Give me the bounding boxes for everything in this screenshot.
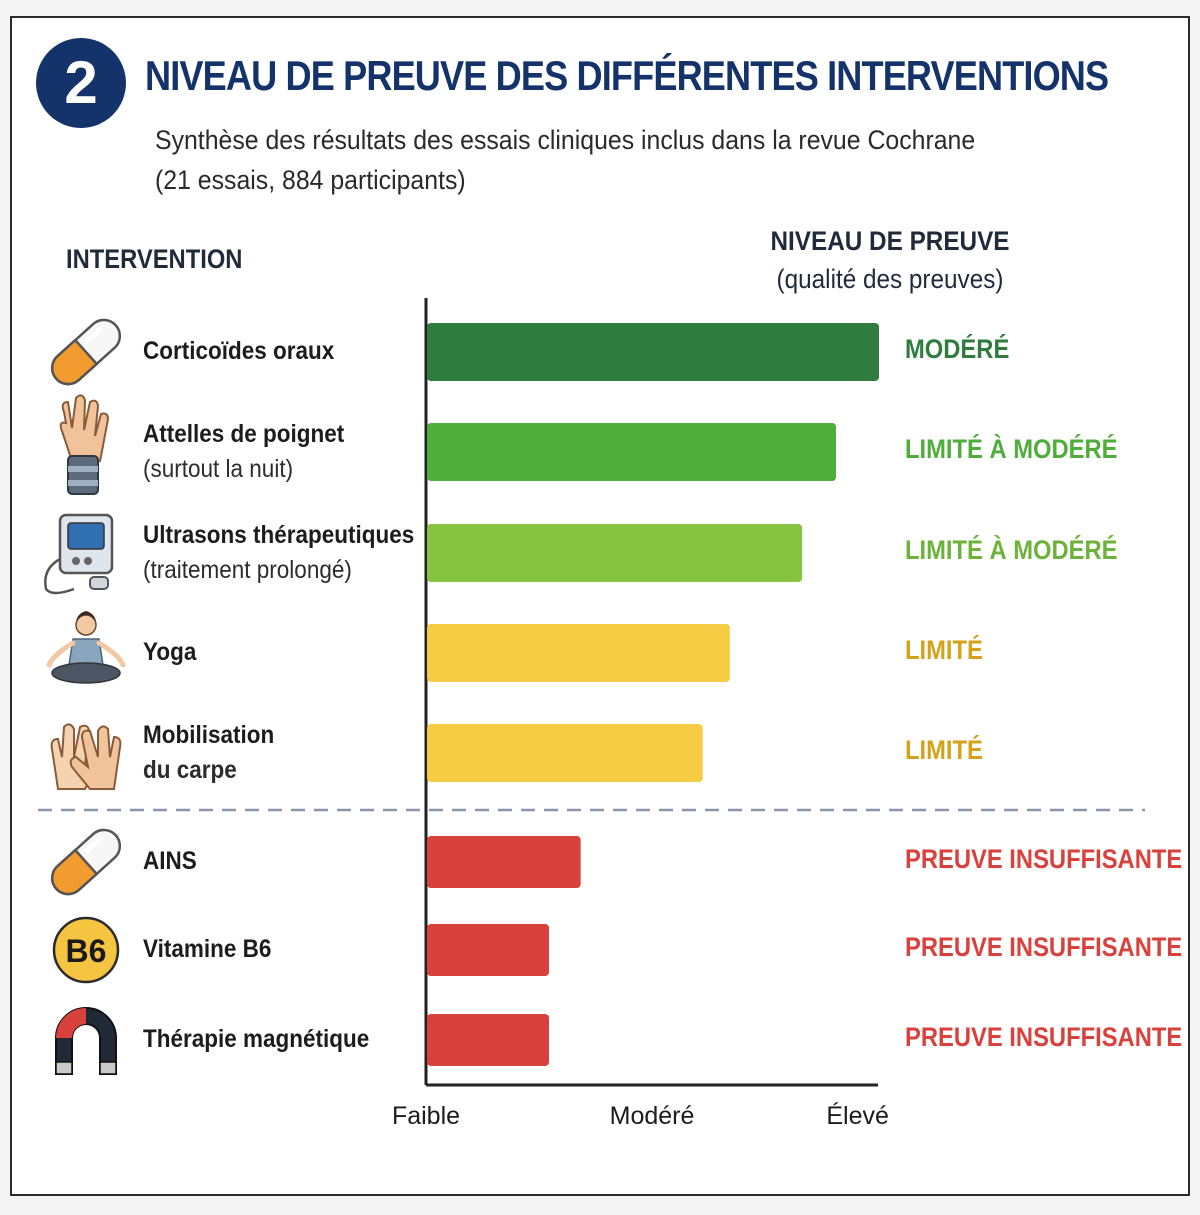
wrist-splint-icon [59,394,110,495]
bar-5 [427,724,703,782]
subtitle-line-1: Synthèse des résultats des essais cliniq… [155,125,976,155]
intervention-note: du carpe [143,756,237,784]
magnet-icon [55,1007,117,1075]
evidence-level-label: LIMITÉ À MODÉRÉ [905,434,1118,464]
bar-7 [427,924,550,976]
intervention-label: Ultrasons thérapeutiques (traitement prol… [143,518,414,588]
vitamin-b6-icon-text: B6 [66,933,107,969]
evidence-level-label: LIMITÉ À MODÉRÉ [905,535,1118,565]
intervention-label: Yoga [143,635,196,670]
evidence-level-label: PREUVE INSUFFISANTE [905,844,1183,874]
intervention-name: Mobilisation [143,721,275,749]
yoga-person-icon [46,611,126,684]
intervention-label: AINS [143,844,197,879]
level-column-header: NIVEAU DE PREUVE (qualité des preuves) [755,222,1025,298]
x-tick-label: Modéré [609,1102,695,1130]
subtitle-line-2: (21 essais, 884 participants) [155,165,466,195]
level-column-title: NIVEAU DE PREUVE [770,226,1010,256]
bar-8 [427,1014,550,1066]
evidence-level-label: LIMITÉ [905,735,983,765]
intervention-name: Yoga [143,638,197,666]
intervention-label: Thérapie magnétique [143,1022,369,1057]
bar-6 [427,836,581,888]
ultrasound-device-icon [44,513,114,595]
intervention-name: AINS [143,847,197,875]
bar-2 [427,423,837,481]
capsule-icon [50,318,122,386]
subtitle: Synthèse des résultats des essais cliniq… [155,120,975,200]
intervention-name: Thérapie magnétique [143,1025,370,1053]
intervention-name: Attelles de poignet [143,420,345,448]
hands-icon [50,723,122,790]
evidence-level-label: MODÉRÉ [905,334,1010,364]
vitamin-b6-icon: B6 [52,916,120,984]
bar-1 [427,323,879,381]
intervention-label: Mobilisation du carpe [143,718,274,788]
intervention-name: Corticoïdes oraux [143,337,335,365]
intervention-label: Attelles de poignet (surtout la nuit) [143,417,344,487]
capsule-icon [50,828,122,896]
evidence-level-label: PREUVE INSUFFISANTE [905,932,1183,962]
infographic-frame [10,16,1190,1196]
evidence-level-label: PREUVE INSUFFISANTE [905,1022,1183,1052]
bar-4 [427,624,730,682]
evidence-level-label: LIMITÉ [905,635,983,665]
bar-3 [427,524,803,582]
intervention-label: Vitamine B6 [143,932,271,967]
intervention-note: (traitement prolongé) [143,556,352,584]
page-title: NIVEAU DE PREUVE DES DIFFÉRENTES INTERVE… [145,52,1109,99]
intervention-label: Corticoïdes oraux [143,334,334,369]
intervention-note: (surtout la nuit) [143,455,294,483]
section-number-badge: 2 [36,38,126,128]
intervention-name: Ultrasons thérapeutiques [143,521,415,549]
intervention-column-header: INTERVENTION [66,244,243,274]
intervention-name: Vitamine B6 [143,935,272,963]
x-tick-label: Élevé [826,1102,889,1130]
level-column-note: (qualité des preuves) [776,264,1004,294]
x-tick-label: Faible [391,1102,461,1130]
